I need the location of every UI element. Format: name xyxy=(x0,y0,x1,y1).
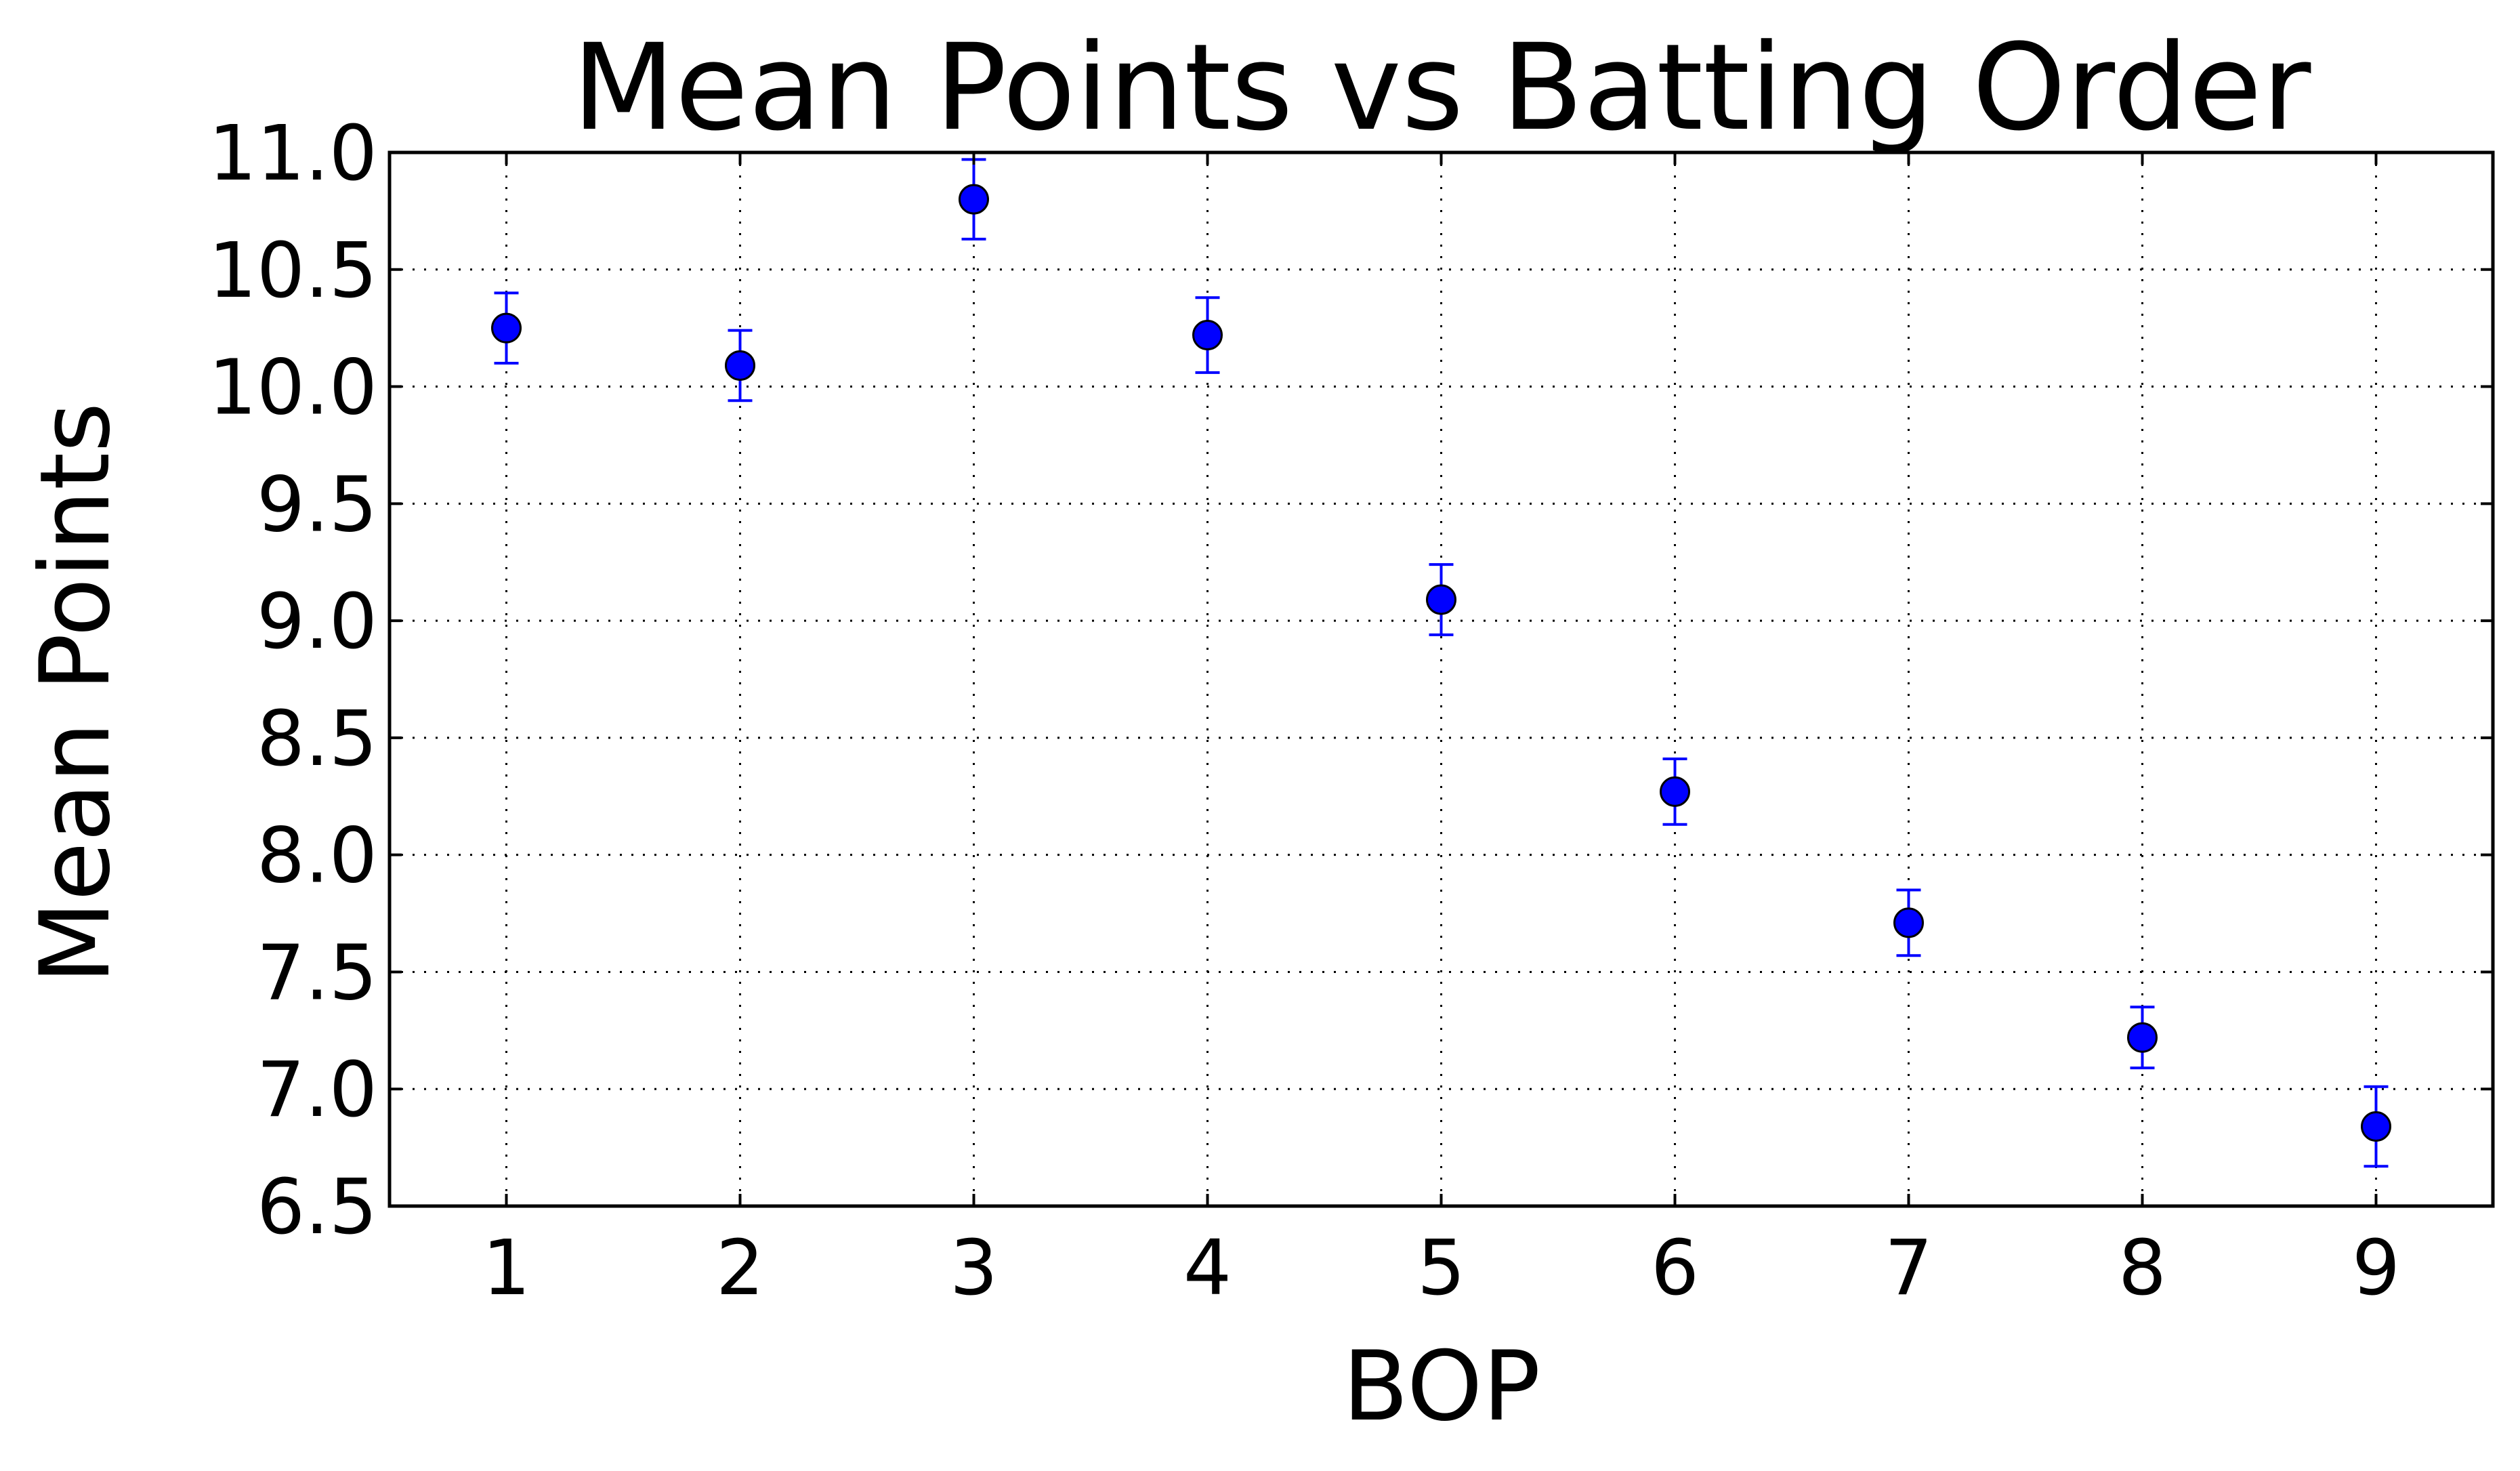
chart-title: Mean Points vs Batting Order xyxy=(572,18,2311,157)
data-point xyxy=(1660,776,1690,807)
data-point xyxy=(491,312,522,344)
y-tick-label: 6.5 xyxy=(257,1163,377,1251)
data-point xyxy=(2127,1022,2158,1053)
plot-frame xyxy=(387,150,2495,1208)
y-tick-label: 8.5 xyxy=(257,695,377,783)
data-point xyxy=(2361,1111,2391,1142)
data-point xyxy=(1893,907,1924,938)
x-tick-label: 2 xyxy=(716,1224,764,1312)
y-tick-label: 7.0 xyxy=(257,1046,377,1134)
y-tick-label: 10.5 xyxy=(209,227,377,315)
data-point xyxy=(725,350,755,381)
y-tick-label: 11.0 xyxy=(209,110,377,198)
axis-ticks xyxy=(390,151,2493,1207)
x-tick-label: 7 xyxy=(1885,1224,1933,1312)
y-tick-label: 9.0 xyxy=(257,578,377,666)
x-tick-label: 1 xyxy=(482,1224,530,1312)
grid xyxy=(390,151,2493,1207)
y-tick-label: 9.5 xyxy=(257,461,377,549)
x-tick-label: 9 xyxy=(2352,1224,2400,1312)
y-axis-tick-labels: 6.5 7.0 7.5 8.0 8.5 9.0 9.5 10.0 10.5 11.0 xyxy=(209,110,377,1251)
data-point xyxy=(1192,320,1223,351)
x-tick-label: 4 xyxy=(1183,1224,1232,1312)
x-tick-label: 3 xyxy=(950,1224,998,1312)
x-tick-label: 5 xyxy=(1417,1224,1465,1312)
x-tick-label: 8 xyxy=(2118,1224,2166,1312)
y-tick-label: 7.5 xyxy=(257,929,377,1017)
data-point xyxy=(1426,584,1456,615)
y-axis-label: Mean Points xyxy=(20,402,131,985)
x-tick-label: 6 xyxy=(1651,1224,1699,1312)
data-points xyxy=(491,184,2391,1142)
error-bars xyxy=(494,158,2389,1168)
data-point xyxy=(959,184,989,215)
x-axis-tick-labels: 1 2 3 4 5 6 7 8 9 xyxy=(482,1224,2400,1312)
x-axis-label: BOP xyxy=(1343,1331,1540,1443)
y-tick-label: 8.0 xyxy=(257,812,377,900)
y-tick-label: 10.0 xyxy=(209,344,377,432)
